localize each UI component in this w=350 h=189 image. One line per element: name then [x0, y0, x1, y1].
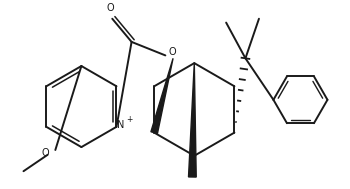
- Text: N: N: [118, 120, 125, 130]
- Text: O: O: [42, 148, 50, 158]
- Text: O: O: [106, 3, 114, 13]
- Polygon shape: [189, 63, 196, 177]
- Polygon shape: [151, 58, 173, 133]
- Text: O: O: [168, 46, 176, 57]
- Text: +: +: [126, 115, 133, 124]
